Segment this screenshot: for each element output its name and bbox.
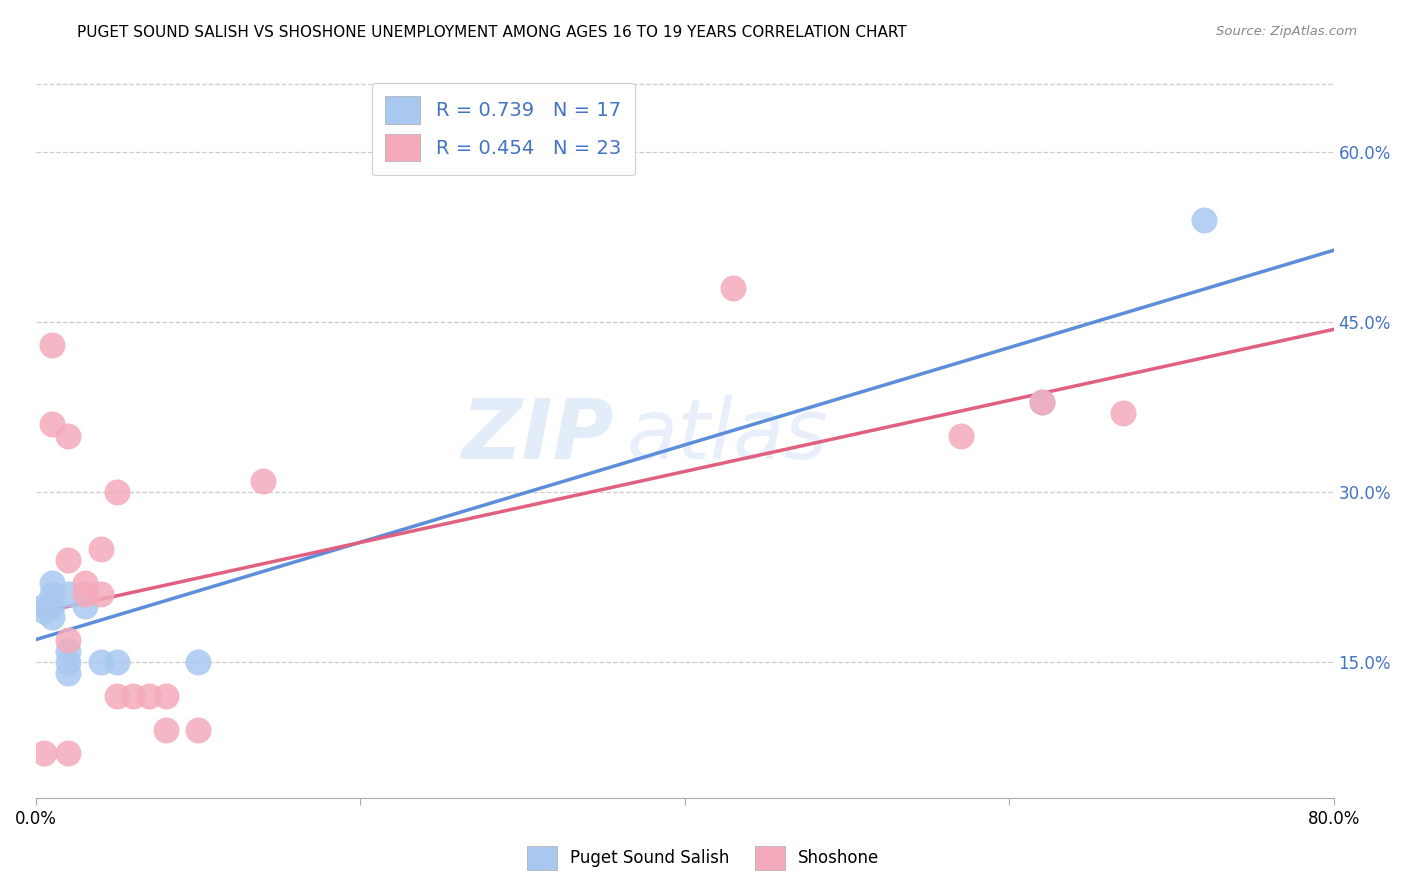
Point [90,655,112,669]
Point [73,599,96,613]
Point [58,655,80,669]
Point [41,417,63,432]
Point [155,689,177,703]
Point [41,599,63,613]
Point [41,338,63,352]
Point [105,689,128,703]
Point [187,723,209,738]
Point [105,655,128,669]
Point [41,575,63,590]
Point [252,474,274,488]
Point [58,666,80,681]
Point [723,281,745,295]
Point [32,746,55,760]
Point [1031,394,1053,409]
Point [32,599,55,613]
Point [155,723,177,738]
Point [58,644,80,658]
Point [1031,394,1053,409]
Point [90,587,112,601]
Text: atlas: atlas [627,395,828,476]
Point [58,428,80,442]
Legend: R = 0.739   N = 17, R = 0.454   N = 23: R = 0.739 N = 17, R = 0.454 N = 23 [371,83,634,175]
Point [41,587,63,601]
Point [58,746,80,760]
Text: ZIP: ZIP [461,395,613,476]
Text: Source: ZipAtlas.com: Source: ZipAtlas.com [1216,25,1357,38]
Legend: Puget Sound Salish, Shoshone: Puget Sound Salish, Shoshone [520,839,886,877]
Point [138,689,160,703]
Point [1192,213,1215,227]
Point [1112,406,1135,420]
Point [58,553,80,567]
Point [187,655,209,669]
Text: PUGET SOUND SALISH VS SHOSHONE UNEMPLOYMENT AMONG AGES 16 TO 19 YEARS CORRELATIO: PUGET SOUND SALISH VS SHOSHONE UNEMPLOYM… [77,25,907,40]
Point [58,632,80,647]
Point [90,541,112,556]
Point [949,428,972,442]
Point [41,610,63,624]
Point [73,587,96,601]
Point [73,575,96,590]
Point [58,587,80,601]
Point [105,485,128,500]
Point [122,689,145,703]
Point [32,604,55,618]
